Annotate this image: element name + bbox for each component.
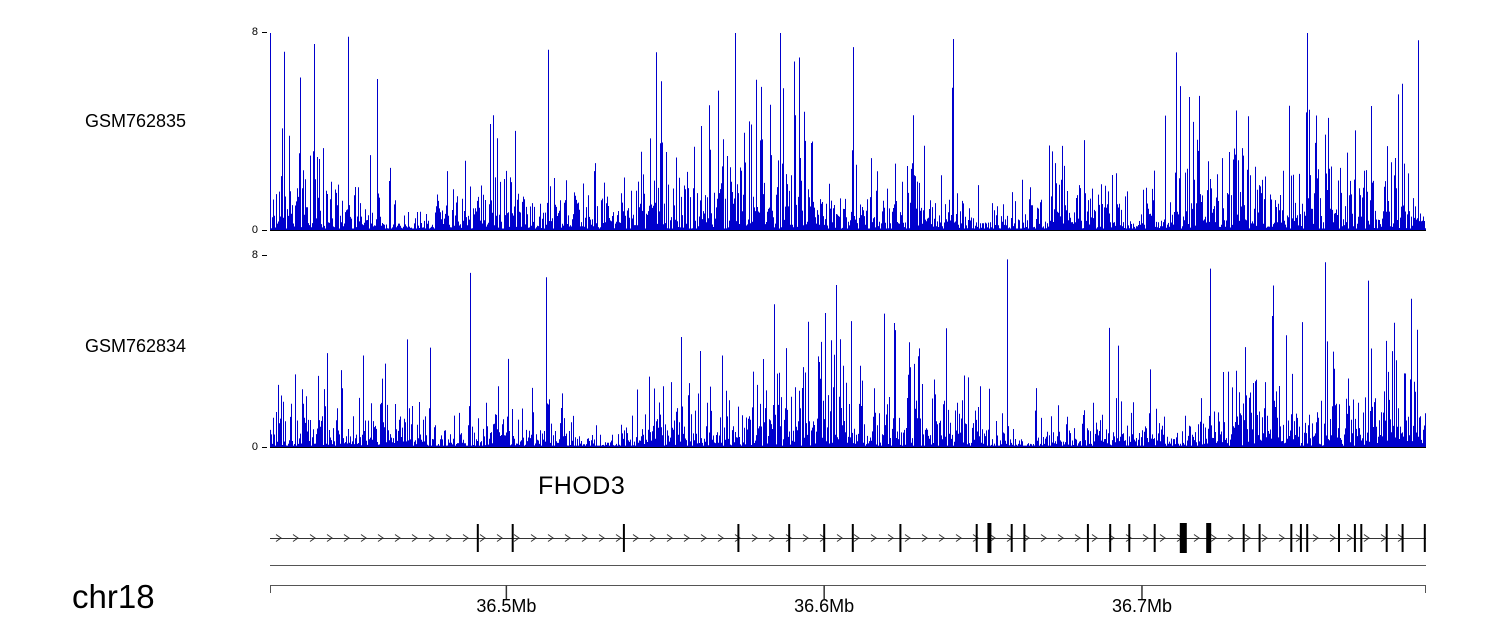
track2-ymin-tick <box>262 447 267 448</box>
track1-label: GSM762835 <box>85 111 187 131</box>
track1-ymin-label: 0 <box>251 224 258 236</box>
track2-coverage-plot <box>270 259 1426 448</box>
xaxis-tick-label: 36.7Mb <box>1111 596 1172 616</box>
track1-ymax-tick <box>262 32 267 33</box>
track1-ymin-tick <box>262 230 267 231</box>
chromosome-label: chr18 <box>72 578 155 615</box>
track2-ymax-label: 8 <box>251 249 258 261</box>
xaxis-tick-label: 36.5Mb <box>476 596 537 616</box>
coordinate-ruler <box>270 565 1426 599</box>
xaxis-tick-label: 36.6Mb <box>794 596 855 616</box>
track1-ymax-label: 8 <box>251 26 258 38</box>
track2-ymax-tick <box>262 255 267 256</box>
gene-name-label: FHOD3 <box>538 472 626 500</box>
track1-coverage-plot <box>270 33 1426 231</box>
track2-label: GSM762834 <box>85 336 187 356</box>
gene-model-track <box>270 523 1426 553</box>
track2-ymin-label: 0 <box>251 441 258 453</box>
